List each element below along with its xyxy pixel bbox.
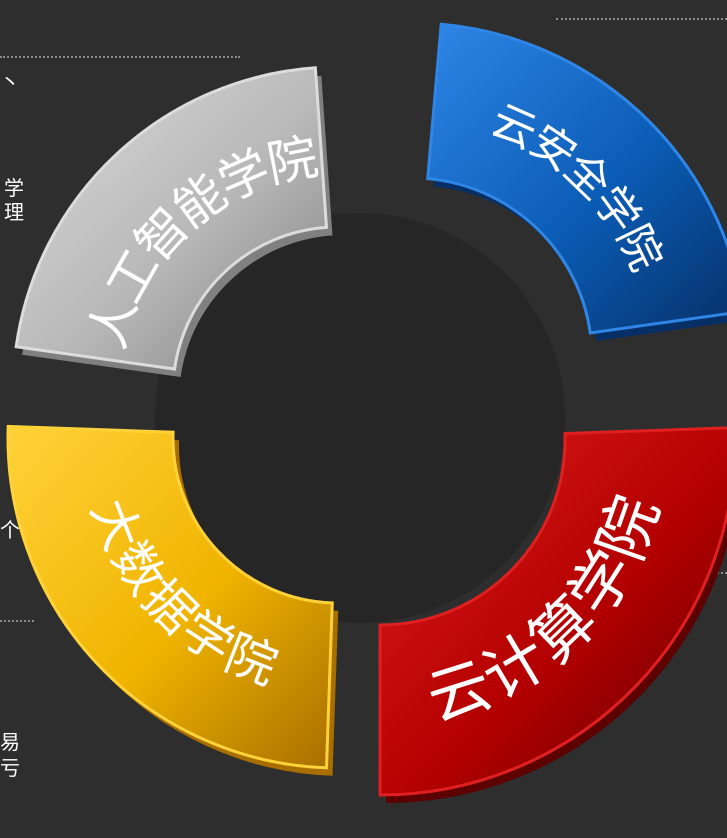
ring-segment-big-data: 大数据学院	[6, 424, 339, 776]
segment-face	[378, 426, 727, 797]
edge-text-fragment: 个	[0, 518, 20, 542]
segment-face	[6, 424, 334, 770]
dotted-divider-top-right	[556, 18, 727, 20]
ring-hub	[155, 213, 565, 623]
segment-face	[14, 66, 329, 371]
dotted-divider-top-left	[0, 56, 240, 58]
dotted-divider-bottom-left	[0, 620, 34, 622]
edge-text-fragment: 理	[4, 200, 24, 224]
edge-text-fragment: 丶	[0, 70, 20, 94]
edge-text-fragment: 亏	[0, 756, 20, 780]
edge-text-fragment: 易	[0, 730, 20, 754]
edge-text-fragment: 学	[4, 176, 24, 200]
segment-face	[426, 22, 727, 335]
